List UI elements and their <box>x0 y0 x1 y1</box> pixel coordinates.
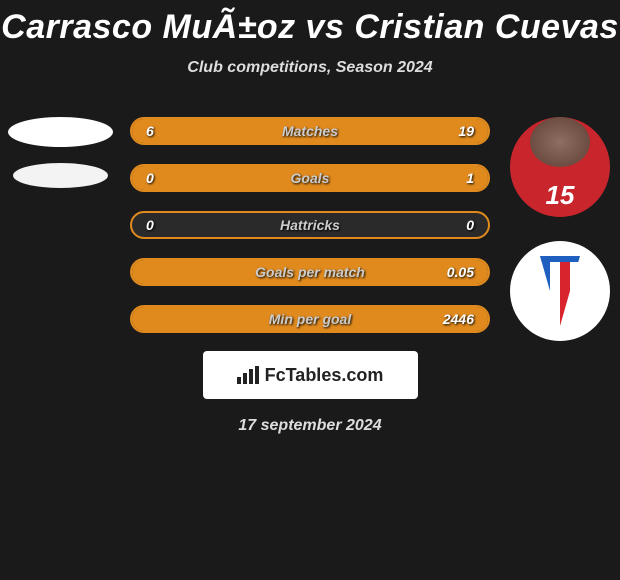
stat-value-left: 0 <box>146 217 154 233</box>
stat-value-left: 0 <box>146 170 154 186</box>
right-player-jersey-number: 15 <box>546 180 575 211</box>
stat-bar-row: Min per goal 2446 <box>130 305 490 333</box>
stat-label: Min per goal <box>269 311 351 327</box>
stat-bar-fill-right <box>217 119 488 143</box>
comparison-content: 15 6 Matches 19 0 Goals 1 0 Hattricks 0 Goals per… <box>0 117 620 333</box>
left-club-avatar-placeholder <box>13 163 108 188</box>
stat-label: Goals <box>291 170 330 186</box>
right-player-column: 15 <box>500 117 620 341</box>
stat-value-right: 1 <box>466 170 474 186</box>
stat-bar-fill-left <box>132 119 217 143</box>
stat-label: Matches <box>282 123 338 139</box>
site-logo-text: FcTables.com <box>265 365 384 386</box>
stat-bar-row: 0 Hattricks 0 <box>130 211 490 239</box>
stat-value-right: 0 <box>466 217 474 233</box>
bar-chart-icon <box>237 366 259 384</box>
stat-bar-row: 0 Goals 1 <box>130 164 490 192</box>
subtitle: Club competitions, Season 2024 <box>0 59 620 77</box>
stat-bar-row: Goals per match 0.05 <box>130 258 490 286</box>
stat-bars: 6 Matches 19 0 Goals 1 0 Hattricks 0 Goals per ma… <box>130 117 490 333</box>
right-club-avatar <box>510 241 610 341</box>
footer-date: 17 september 2024 <box>0 417 620 435</box>
site-logo: FcTables.com <box>203 351 418 399</box>
right-club-badge-icon <box>540 256 580 326</box>
page-title: Carrasco MuÃ±oz vs Cristian Cuevas <box>0 0 620 47</box>
stat-bar-row: 6 Matches 19 <box>130 117 490 145</box>
left-player-avatar-placeholder <box>8 117 113 147</box>
left-player-column <box>0 117 120 188</box>
stat-label: Goals per match <box>255 264 365 280</box>
stat-value-right: 19 <box>458 123 474 139</box>
stat-label: Hattricks <box>280 217 340 233</box>
stat-value-right: 0.05 <box>447 264 474 280</box>
stat-value-right: 2446 <box>443 311 474 327</box>
right-player-avatar: 15 <box>510 117 610 217</box>
stat-value-left: 6 <box>146 123 154 139</box>
